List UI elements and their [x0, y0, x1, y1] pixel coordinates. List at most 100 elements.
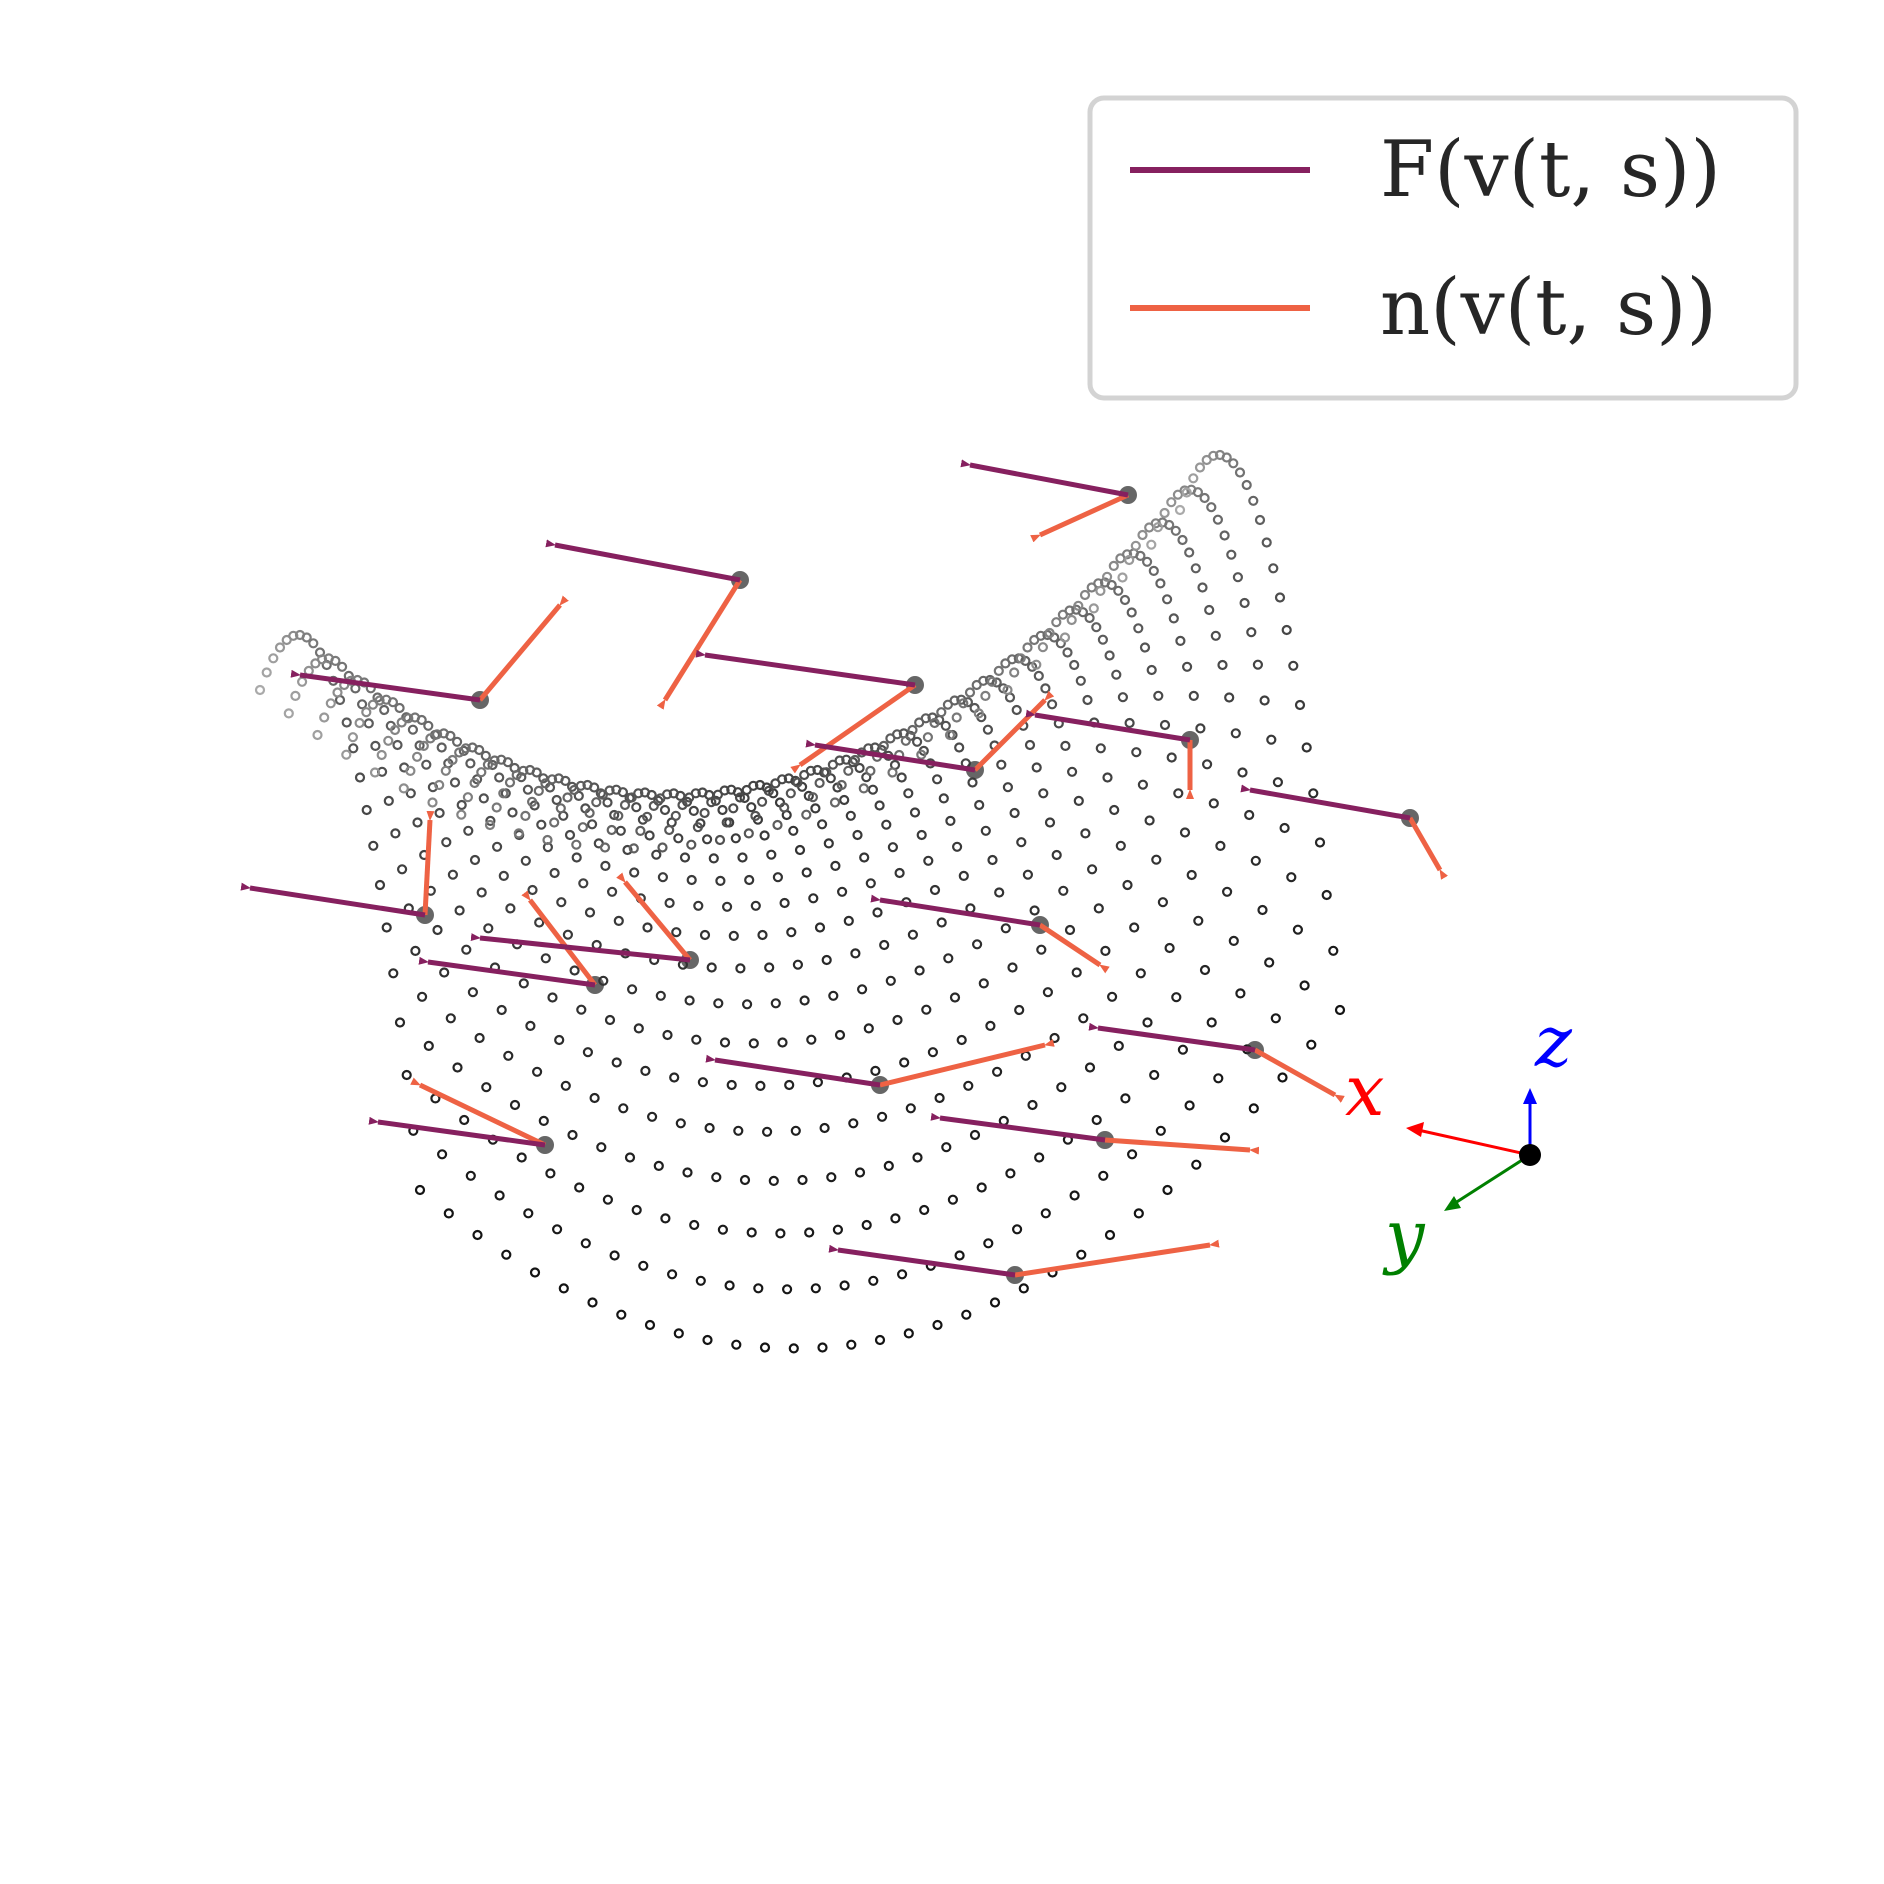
- surface-point: [618, 1103, 629, 1114]
- surface-point: [1152, 522, 1164, 533]
- surface-point: [1171, 992, 1182, 1003]
- surface-point: [726, 1079, 737, 1091]
- surface-point: [836, 886, 848, 897]
- surface-point: [1071, 967, 1082, 978]
- surface-point: [936, 707, 947, 718]
- surface-point: [971, 939, 983, 950]
- surface-point: [1184, 547, 1195, 558]
- surface-point: [734, 792, 746, 803]
- surface-point: [805, 765, 816, 776]
- surface-point: [1139, 642, 1151, 653]
- surface-point: [1168, 613, 1179, 624]
- surface-point: [927, 1047, 939, 1058]
- surface-point: [686, 874, 697, 886]
- surface-point: [454, 905, 465, 916]
- surface-point: [1104, 650, 1115, 661]
- surface-point: [1076, 1249, 1087, 1260]
- surface-point: [354, 717, 365, 729]
- surface-point: [485, 815, 496, 827]
- surface-point: [1022, 869, 1034, 880]
- surface-point: [613, 915, 624, 927]
- force-vector-arrow: [470, 933, 691, 963]
- surface-point: [892, 1014, 903, 1026]
- z-axis-arrowhead: [1523, 1088, 1537, 1104]
- force-vector-arrow: [828, 1244, 1016, 1278]
- surface-point: [503, 1050, 514, 1061]
- surface-point: [1301, 742, 1312, 753]
- surface-point: [1164, 942, 1175, 954]
- surface-point: [792, 959, 804, 970]
- surface-point: [1101, 571, 1113, 582]
- surface-point: [867, 784, 879, 795]
- normal-vector-arrow: [616, 872, 692, 962]
- surface-point: [1149, 1069, 1160, 1081]
- surface-point: [472, 1229, 483, 1241]
- surface-point: [922, 732, 934, 743]
- surface-point: [876, 1111, 888, 1122]
- force-vector-arrow: [1240, 784, 1411, 821]
- surface-point: [1113, 1040, 1124, 1052]
- surface-point: [617, 787, 629, 798]
- surface-point: [1095, 743, 1106, 754]
- surface-point: [502, 757, 513, 768]
- surface-point: [254, 684, 266, 696]
- surface-point: [670, 810, 681, 821]
- surface-point: [1044, 627, 1055, 639]
- surface-point: [461, 944, 472, 955]
- normal-vector-arrow: [1253, 1047, 1345, 1103]
- surface-point: [941, 1142, 952, 1153]
- surface-point: [746, 802, 757, 813]
- surface-point: [675, 1118, 686, 1129]
- surface-point: [440, 765, 451, 776]
- x-axis-label: x: [1345, 1050, 1384, 1132]
- surface-point: [504, 777, 516, 788]
- surface-point: [640, 1065, 651, 1077]
- surface-point: [562, 929, 574, 940]
- surface-point: [921, 1004, 932, 1015]
- surface-point: [540, 953, 551, 964]
- surface-point: [777, 1037, 788, 1048]
- surface-point: [1038, 788, 1049, 799]
- force-vector-arrow: [695, 649, 916, 688]
- surface-point: [507, 807, 518, 818]
- surface-point: [555, 803, 566, 814]
- surface-point: [527, 884, 538, 896]
- surface-point: [951, 712, 962, 723]
- surface-point: [412, 751, 423, 762]
- surface-point: [704, 1122, 715, 1134]
- surface-point: [363, 718, 374, 729]
- surface-point: [498, 870, 509, 882]
- surface-point: [604, 785, 615, 796]
- surface-point: [770, 998, 781, 1009]
- surface-point: [987, 854, 998, 866]
- surface-point: [1011, 704, 1022, 716]
- surface-point: [407, 724, 418, 735]
- surface-point: [839, 794, 850, 806]
- surface-point: [920, 713, 931, 724]
- surface-point: [974, 799, 985, 811]
- surface-point: [1080, 828, 1091, 839]
- surface-point: [288, 630, 299, 641]
- surface-point: [1078, 1013, 1089, 1024]
- surface-point: [1299, 980, 1310, 991]
- surface-point: [1186, 869, 1197, 881]
- surface-point: [1232, 572, 1244, 583]
- surface-point: [730, 833, 741, 844]
- surface-point: [1069, 659, 1080, 671]
- surface-point: [1212, 514, 1224, 525]
- surface-point: [887, 767, 898, 778]
- surface-point: [558, 1283, 569, 1294]
- surface-point: [1104, 1229, 1116, 1241]
- normal-vector-arrow: [656, 578, 743, 710]
- surface-point: [746, 1227, 757, 1238]
- surface-point: [858, 783, 869, 794]
- surface-point: [1148, 565, 1159, 577]
- surface-point: [832, 1224, 844, 1235]
- surface-point: [1142, 1017, 1153, 1028]
- surface-point: [602, 797, 613, 808]
- surface-point: [483, 923, 494, 934]
- surface-point: [1181, 661, 1193, 672]
- surface-point: [671, 927, 682, 938]
- surface-point: [1244, 809, 1255, 821]
- surface-point: [586, 819, 598, 830]
